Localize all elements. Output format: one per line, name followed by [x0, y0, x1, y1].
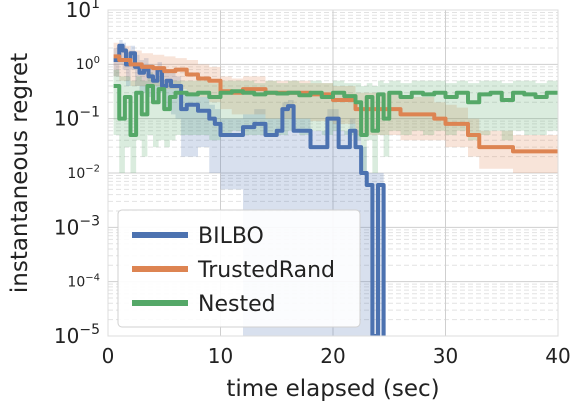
legend-label-bilbo: BILBO	[198, 224, 264, 249]
y-tick-labels: 101 10−1 10−3 10−5 100 10−2 10−4	[54, 0, 100, 348]
y-tick-label-major: 10−5	[54, 322, 100, 348]
line-bilbo	[113, 43, 386, 336]
series-lines	[113, 43, 558, 336]
y-tick-label-minor: 10−4	[67, 272, 100, 290]
y-tick-label-minor: 10−2	[67, 164, 100, 182]
y-tick-label-major: 10−3	[54, 213, 100, 239]
x-tick-label: 20	[320, 344, 345, 368]
y-axis-label: instantaneous regret	[7, 53, 33, 293]
x-tick-labels: 0 10 20 30 40	[102, 344, 571, 368]
legend-box	[117, 209, 361, 328]
line-nested	[113, 83, 558, 138]
y-tick-label-minor: 100	[76, 55, 100, 73]
legend: BILBO TrustedRand Nested	[117, 209, 361, 328]
x-tick-label: 40	[545, 344, 570, 368]
band-trustedrand	[113, 42, 558, 173]
x-tick-label: 30	[433, 344, 458, 368]
x-tick-label: 10	[208, 344, 233, 368]
x-tick-label: 0	[102, 344, 115, 368]
y-tick-label-major: 101	[66, 0, 100, 22]
legend-label-trustedrand: TrustedRand	[197, 258, 335, 283]
legend-label-nested: Nested	[198, 292, 276, 317]
y-tick-label-major: 10−1	[54, 105, 100, 131]
plot-frame	[107, 9, 559, 337]
x-axis-label: time elapsed (sec)	[226, 376, 439, 402]
